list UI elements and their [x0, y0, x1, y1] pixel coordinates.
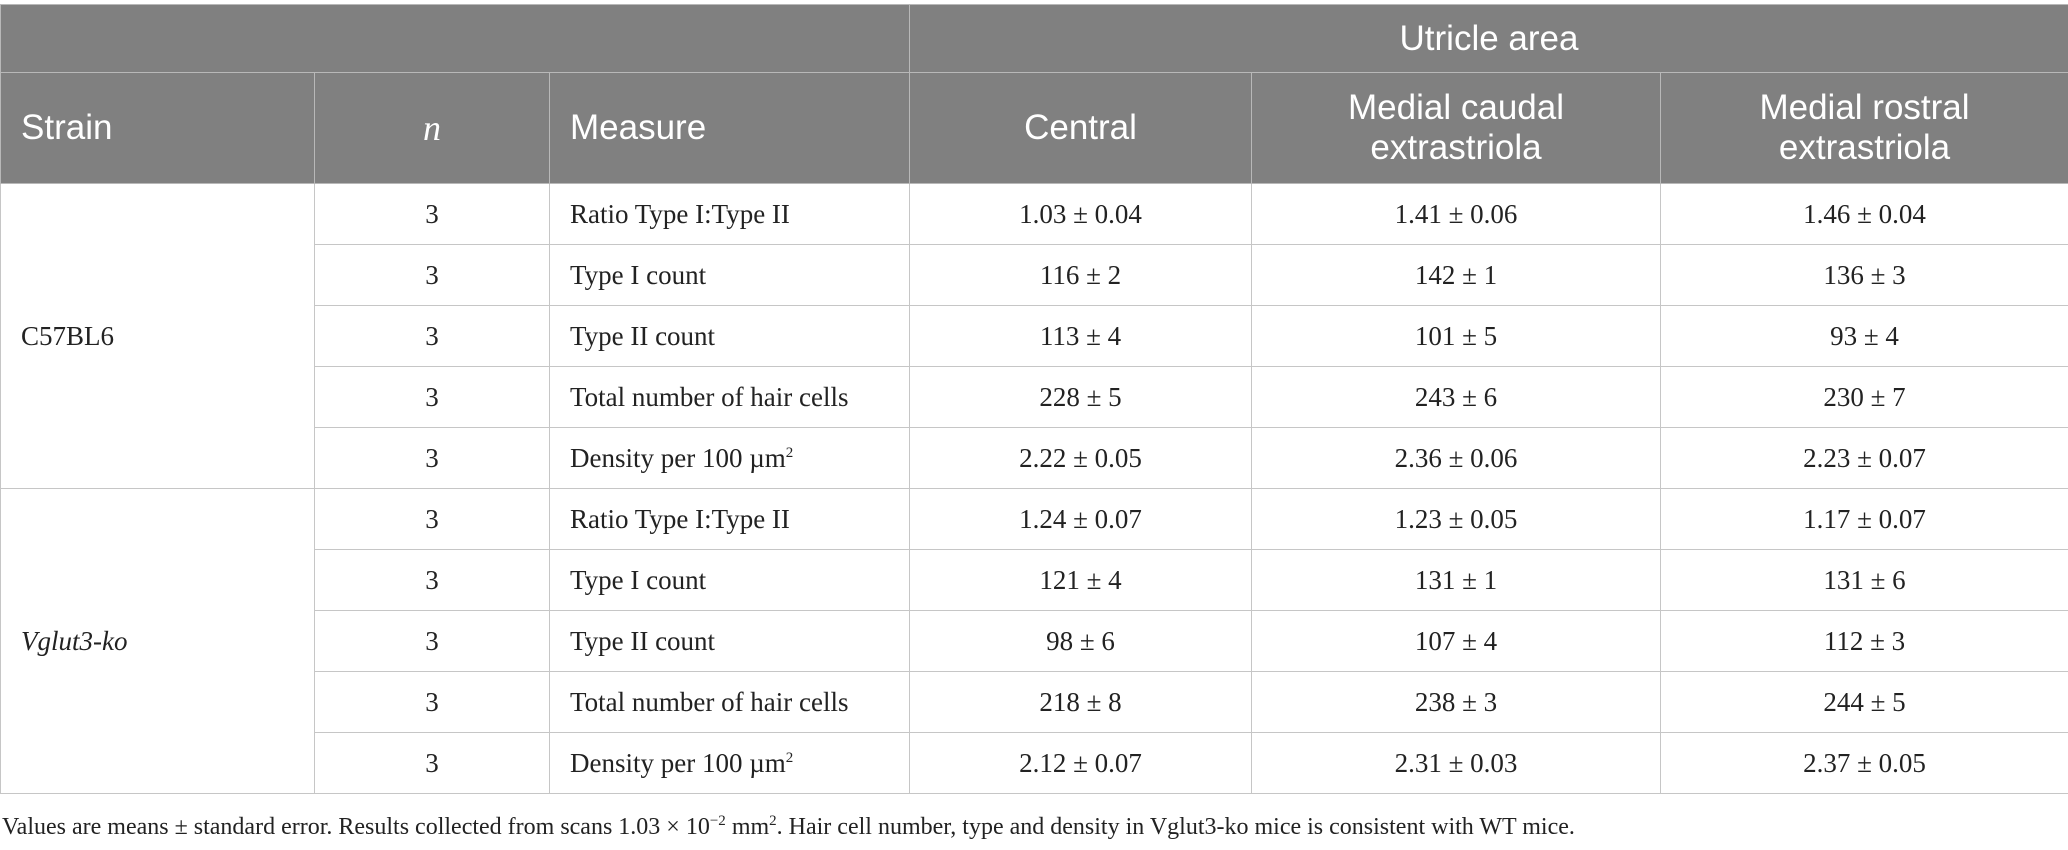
- central-value-cell: 2.12 ± 0.07: [909, 732, 1253, 794]
- mre-header-line-1: Medial rostral: [1759, 88, 1970, 127]
- medial-caudal-value-cell: 142 ± 1: [1251, 244, 1662, 306]
- measure-cell: Density per 100 µm2: [548, 427, 911, 489]
- measure-cell: Ratio Type I:Type II: [548, 183, 911, 245]
- central-value-cell: 113 ± 4: [909, 305, 1253, 367]
- medial-rostral-value-cell: 1.17 ± 0.07: [1660, 488, 2068, 550]
- central-value-cell: 218 ± 8: [909, 671, 1253, 733]
- medial-rostral-value-cell: 244 ± 5: [1660, 671, 2068, 733]
- table-row: 3 Type I count 116 ± 2 142 ± 1 136 ± 3: [1, 244, 2068, 306]
- n-cell: 3: [314, 366, 550, 428]
- medial-caudal-value-cell: 101 ± 5: [1251, 305, 1662, 367]
- measure-superscript: 2: [785, 749, 794, 766]
- footnote-part-2: mm: [725, 814, 770, 840]
- measure-label: Total number of hair cells: [570, 381, 849, 412]
- n-cell: 3: [314, 244, 550, 306]
- table-footnote: Values are means ± standard error. Resul…: [2, 814, 1575, 841]
- table-row: 3 Total number of hair cells 218 ± 8 238 ± …: [1, 671, 2068, 733]
- medial-caudal-value-cell: 131 ± 1: [1251, 549, 1662, 611]
- central-value-cell: 1.03 ± 0.04: [909, 183, 1253, 245]
- central-value-cell: 121 ± 4: [909, 549, 1253, 611]
- table-row: Vglut3-ko 3 Ratio Type I:Type II 1.24 ± 0.0…: [0, 488, 2068, 794]
- medial-caudal-value-cell: 243 ± 6: [1251, 366, 1662, 428]
- footnote-exponent: −2: [709, 813, 726, 829]
- measure-superscript: 2: [785, 444, 794, 461]
- measure-cell: Type I count: [548, 549, 911, 611]
- central-value-cell: 2.22 ± 0.05: [909, 427, 1253, 489]
- mce-header-line-2: extrastriola: [1370, 128, 1542, 167]
- central-value-cell: 116 ± 2: [909, 244, 1253, 306]
- medial-rostral-value-cell: 131 ± 6: [1660, 549, 2068, 611]
- n-cell: 3: [314, 610, 550, 672]
- measure-label: Density per 100 µm: [570, 442, 786, 473]
- measure-cell: Total number of hair cells: [548, 671, 911, 733]
- n-column-header: n: [314, 72, 550, 184]
- utricle-area-header: Utricle area: [909, 4, 2068, 73]
- footnote-unit-superscript: 2: [769, 813, 777, 829]
- measure-column-header: Measure: [548, 72, 911, 184]
- measure-cell: Density per 100 µm2: [548, 732, 911, 794]
- medial-rostral-extrastriola-header: Medial rostral extrastriola: [1660, 72, 2068, 184]
- medial-caudal-value-cell: 107 ± 4: [1251, 610, 1662, 672]
- n-cell: 3: [314, 183, 550, 245]
- n-cell: 3: [314, 488, 550, 550]
- footnote-part-1: Values are means ± standard error. Resul…: [2, 814, 710, 840]
- central-value-cell: 228 ± 5: [909, 366, 1253, 428]
- medial-caudal-extrastriola-header: Medial caudal extrastriola: [1251, 72, 1662, 184]
- measure-cell: Total number of hair cells: [548, 366, 911, 428]
- measure-label: Type I count: [570, 259, 707, 290]
- table-row: 3 Density per 100 µm2 2.12 ± 0.07 2.31 ± 0.…: [1, 732, 2068, 794]
- medial-caudal-value-cell: 238 ± 3: [1251, 671, 1662, 733]
- n-cell: 3: [314, 732, 550, 794]
- measure-label: Type II count: [570, 625, 716, 656]
- mre-header-line-2: extrastriola: [1778, 128, 1951, 167]
- table-row: C57BL6 3 Ratio Type I:Type II 1.03 ± 0.04 1.…: [0, 183, 2068, 489]
- footnote-part-3: . Hair cell number, type and density in …: [776, 814, 1575, 840]
- medial-caudal-value-cell: 1.23 ± 0.05: [1251, 488, 1662, 550]
- medial-rostral-value-cell: 2.37 ± 0.05: [1660, 732, 2068, 794]
- n-cell: 3: [314, 671, 550, 733]
- mce-header-line-1: Medial caudal: [1348, 88, 1564, 127]
- measure-label: Type II count: [570, 320, 716, 351]
- n-cell: 3: [314, 549, 550, 611]
- central-column-header: Central: [909, 72, 1253, 184]
- central-value-cell: 1.24 ± 0.07: [909, 488, 1253, 550]
- measure-label: Type I count: [570, 564, 707, 595]
- medial-rostral-value-cell: 2.23 ± 0.07: [1660, 427, 2068, 489]
- header-row-group: Utricle area: [0, 4, 2068, 73]
- central-value-cell: 98 ± 6: [909, 610, 1253, 672]
- medial-rostral-value-cell: 230 ± 7: [1660, 366, 2068, 428]
- medial-caudal-value-cell: 2.36 ± 0.06: [1251, 427, 1662, 489]
- strain-cell: Vglut3-ko: [0, 488, 315, 794]
- measure-cell: Type II count: [548, 305, 911, 367]
- n-cell: 3: [314, 427, 550, 489]
- table-row: 3 Type II count 113 ± 4 101 ± 5 93 ± 4: [1, 305, 2068, 367]
- measure-cell: Type I count: [548, 244, 911, 306]
- measure-label: Density per 100 µm: [570, 747, 786, 778]
- medial-rostral-value-cell: 112 ± 3: [1660, 610, 2068, 672]
- hair-cell-table: Utricle area Strain n Measure Central Me…: [0, 4, 2068, 794]
- medial-rostral-value-cell: 93 ± 4: [1660, 305, 2068, 367]
- medial-rostral-value-cell: 136 ± 3: [1660, 244, 2068, 306]
- measure-cell: Ratio Type I:Type II: [548, 488, 911, 550]
- measure-label: Ratio Type I:Type II: [570, 198, 790, 229]
- table-row: 3 Density per 100 µm2 2.22 ± 0.05 2.36 ± 0.…: [1, 427, 2068, 489]
- strain-column-header: Strain: [0, 72, 315, 184]
- n-cell: 3: [314, 305, 550, 367]
- measure-cell: Type II count: [548, 610, 911, 672]
- measure-label: Ratio Type I:Type II: [570, 503, 790, 534]
- header-blank-cell: [0, 4, 911, 73]
- medial-caudal-value-cell: 1.41 ± 0.06: [1251, 183, 1662, 245]
- medial-caudal-value-cell: 2.31 ± 0.03: [1251, 732, 1662, 794]
- measure-label: Total number of hair cells: [570, 686, 849, 717]
- header-row-columns: Strain n Measure Central Medial caudal e…: [0, 72, 2068, 184]
- table-body: C57BL6 3 Ratio Type I:Type II 1.03 ± 0.04 1.…: [0, 183, 2068, 794]
- strain-cell: C57BL6: [0, 183, 315, 489]
- medial-rostral-value-cell: 1.46 ± 0.04: [1660, 183, 2068, 245]
- table-row: 3 Total number of hair cells 228 ± 5 243 ± …: [1, 366, 2068, 428]
